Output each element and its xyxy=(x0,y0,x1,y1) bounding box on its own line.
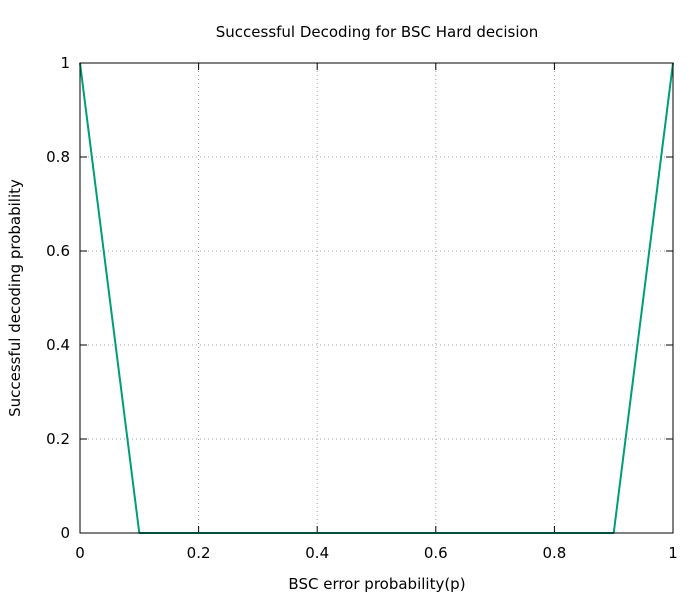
grid xyxy=(80,63,673,533)
y-tick-label: 0.2 xyxy=(46,430,70,448)
x-tick-label: 0.6 xyxy=(424,544,448,562)
series-line xyxy=(79,62,674,534)
x-tick-label: 1 xyxy=(668,544,678,562)
x-axis-label: BSC error probability(p) xyxy=(288,575,465,593)
y-tick-label: 0.6 xyxy=(46,242,70,260)
series-layer xyxy=(79,62,674,534)
y-axis-label: Successful decoding probability xyxy=(6,179,24,417)
y-tick-label: 0.4 xyxy=(46,336,70,354)
axis-ticks: 0 0.2 0.4 0.6 0.8 1 0 0.2 0.4 0.6 0.8 1 xyxy=(46,54,678,562)
x-tick-label: 0.2 xyxy=(187,544,211,562)
y-tick-label: 0 xyxy=(60,524,70,542)
plot-frame xyxy=(79,62,674,534)
x-tick-label: 0 xyxy=(75,544,85,562)
chart-title: Successful Decoding for BSC Hard decisio… xyxy=(216,23,538,41)
y-tick-label: 0.8 xyxy=(46,148,70,166)
x-tick-label: 0.4 xyxy=(305,544,329,562)
y-tick-label: 1 xyxy=(60,54,70,72)
x-tick-label: 0.8 xyxy=(542,544,566,562)
